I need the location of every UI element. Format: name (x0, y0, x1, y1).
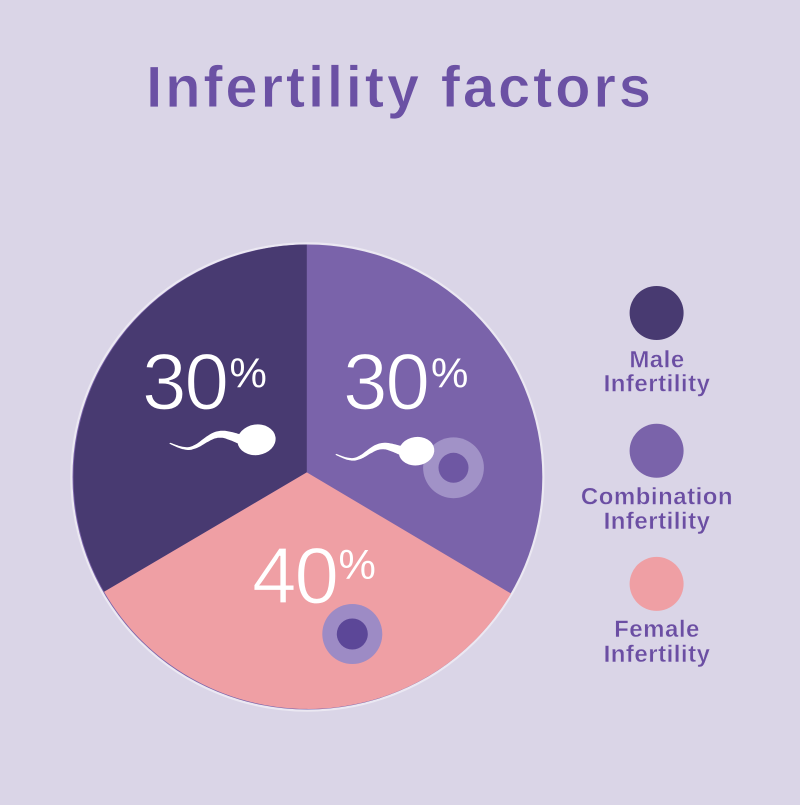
svg-text:Infertility: Infertility (604, 641, 711, 668)
svg-text:Infertility factors: Infertility factors (146, 55, 654, 120)
svg-text:%: % (431, 350, 468, 397)
svg-text:40: 40 (252, 531, 337, 620)
svg-text:Infertility: Infertility (604, 508, 711, 535)
svg-text:Male: Male (629, 347, 684, 374)
svg-text:Combination: Combination (581, 484, 733, 511)
svg-text:Female: Female (614, 616, 700, 643)
svg-text:30: 30 (142, 337, 227, 426)
svg-text:%: % (339, 541, 376, 588)
svg-text:30: 30 (343, 337, 428, 426)
svg-text:%: % (230, 350, 267, 397)
svg-text:Infertility: Infertility (604, 371, 711, 398)
